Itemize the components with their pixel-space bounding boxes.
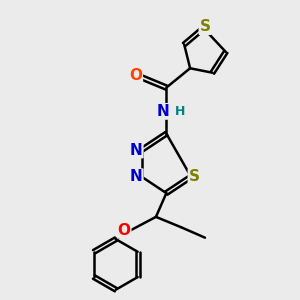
Text: S: S (188, 169, 200, 184)
Text: N: N (130, 169, 143, 184)
Text: N: N (130, 142, 143, 158)
Text: H: H (175, 105, 185, 118)
Text: O: O (118, 223, 130, 238)
Text: N: N (156, 104, 169, 119)
Text: S: S (200, 19, 211, 34)
Text: O: O (129, 68, 142, 83)
